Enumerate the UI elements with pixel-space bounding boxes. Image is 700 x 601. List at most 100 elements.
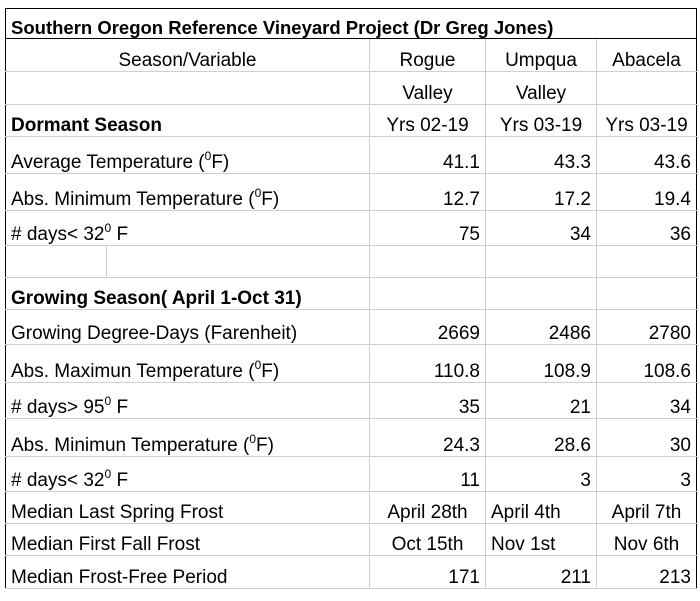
col-header-abacela-line2 [596,71,697,105]
value-cell: 2780 [596,309,697,345]
row-label-unit: F [111,397,129,418]
growing-season-label: Growing Season( April 1-Oct 31) [5,277,370,310]
blank-cell [596,245,697,278]
value-cell: Nov 6th [596,523,697,556]
row-label: Abs. Minimum Temperature (0F) [5,173,370,211]
value-cell: 19.4 [596,173,697,211]
row-label-text: Average Temperature ( [11,152,205,173]
degree-superscript: 0 [254,186,262,200]
value-cell: 3 [485,456,597,492]
value-cell: April 4th [485,491,597,524]
col-years-rogue: Yrs 02-19 [369,104,486,137]
dormant-section: Average Temperature (0F) 41.1 43.3 43.6 Abs.… [5,136,697,246]
col-years-umpqua: Yrs 03-19 [485,104,597,137]
blank-cell [369,277,486,310]
value-cell: 211 [485,555,597,589]
col-header-rogue-line1: Rogue [369,38,486,72]
value-cell: 213 [596,555,697,589]
row-label-unit: F [111,470,129,491]
value-cell: 2486 [485,309,597,345]
value-cell: 35 [369,382,486,419]
value-cell: 11 [369,456,486,492]
value-cell: 17.2 [485,173,597,211]
value-cell: 110.8 [369,344,486,383]
row-label-text: # days> 95 [11,397,105,418]
value-cell: 34 [596,382,697,419]
degree-superscript: 0 [204,149,212,163]
row-label: Growing Degree-Days (Farenheit) [5,309,370,345]
table-row: Median Frost-Free Period 171 211 213 [5,555,697,589]
degree-superscript: 0 [104,467,112,481]
blank-cell [485,277,597,310]
table-row: Median Last Spring Frost April 28th April … [5,491,697,524]
blank-cell [485,245,597,278]
table-row: # days> 950 F 35 21 34 [5,382,697,419]
value-cell: 30 [596,418,697,457]
value-cell: 2669 [369,309,486,345]
row-label-text: # days< 32 [11,470,105,491]
climate-table: Southern Oregon Reference Vineyard Proje… [5,8,697,589]
blank-cell [5,71,370,105]
growing-section: Growing Degree-Days (Farenheit) 2669 2486 2… [5,309,697,492]
value-cell: 34 [485,210,597,246]
value-cell: 108.9 [485,344,597,383]
row-label-text: Growing Degree-Days (Farenheit) [11,323,298,344]
degree-superscript: 0 [104,221,112,235]
col-header-umpqua-line2: Valley [485,71,597,105]
table-row: Average Temperature (0F) 41.1 43.3 43.6 [5,136,697,174]
degree-superscript: 0 [254,358,262,372]
value-cell: 36 [596,210,697,246]
row-label-unit: F) [256,435,274,456]
row-label: Abs. Minimun Temperature (0F) [5,418,370,457]
row-label: Median Last Spring Frost [5,491,370,524]
table-title: Southern Oregon Reference Vineyard Proje… [5,8,697,39]
row-label-unit: F) [261,189,280,210]
row-label: Abs. Maximun Temperature (0F) [5,344,370,383]
value-cell: 43.3 [485,136,597,174]
season-variable-header: Season/Variable [5,38,370,72]
frost-section: Median Last Spring Frost April 28th April … [5,491,697,589]
value-cell: 3 [596,456,697,492]
col-header-abacela-line1: Abacela [596,38,697,72]
row-label: Median Frost-Free Period [5,555,370,589]
blank-cell [369,245,486,278]
table-row: Abs. Maximun Temperature (0F) 110.8 108.9 1… [5,344,697,383]
value-cell: April 28th [369,491,486,524]
value-cell: Oct 15th [369,523,486,556]
row-label: Average Temperature (0F) [5,136,370,174]
row-label: Median First Fall Frost [5,523,370,556]
blank-cell [106,245,370,278]
value-cell: 24.3 [369,418,486,457]
col-header-umpqua-line1: Umpqua [485,38,597,72]
row-label-text: Abs. Maximun Temperature ( [11,361,255,382]
table-row: Abs. Minimum Temperature (0F) 12.7 17.2 19.… [5,173,697,211]
table-row: Abs. Minimun Temperature (0F) 24.3 28.6 30 [5,418,697,457]
row-label-text: Abs. Minimum Temperature ( [11,189,255,210]
row-label-unit: F) [261,361,280,382]
value-cell: 41.1 [369,136,486,174]
row-label-text: # days< 32 [11,224,105,245]
col-years-abacela: Yrs 03-19 [596,104,697,137]
value-cell: April 7th [596,491,697,524]
value-cell: 43.6 [596,136,697,174]
value-cell: 21 [485,382,597,419]
row-label-unit: F) [211,152,230,173]
table-row: # days< 320 F 11 3 3 [5,456,697,492]
row-label: # days< 320 F [5,456,370,492]
degree-superscript: 0 [249,432,256,446]
value-cell: 12.7 [369,173,486,211]
dormant-season-label: Dormant Season [5,104,370,137]
value-cell: 28.6 [485,418,597,457]
row-label: # days> 950 F [5,382,370,419]
table-row: Growing Degree-Days (Farenheit) 2669 2486 2… [5,309,697,345]
table-row: Median First Fall Frost Oct 15th Nov 1st No… [5,523,697,556]
blank-cell [596,277,697,310]
value-cell: 171 [369,555,486,589]
row-label-text: Abs. Minimun Temperature ( [11,435,250,456]
value-cell: 75 [369,210,486,246]
row-label-unit: F [111,224,129,245]
degree-superscript: 0 [104,394,112,408]
blank-cell [5,245,107,278]
value-cell: 108.6 [596,344,697,383]
row-label: # days< 320 F [5,210,370,246]
